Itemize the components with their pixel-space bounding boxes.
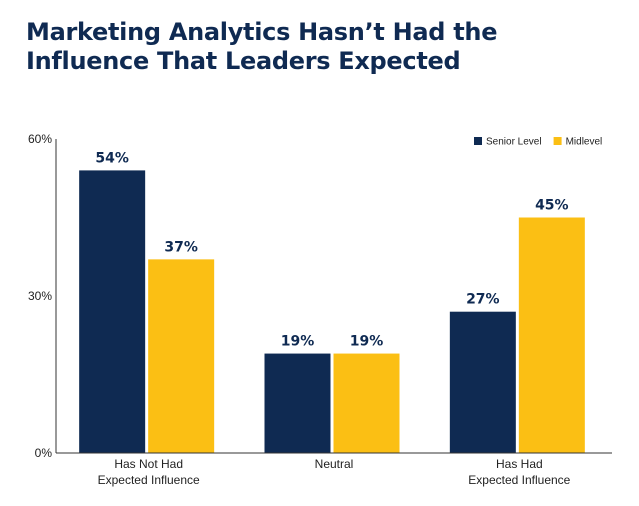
x-category-label: Has Not Had Expected Influence <box>98 457 200 487</box>
x-category-label: Neutral <box>315 457 354 471</box>
bar <box>518 217 585 453</box>
data-label: 54% <box>95 150 129 166</box>
legend-label: Midlevel <box>566 137 603 148</box>
y-tick-label: 30% <box>28 289 52 303</box>
chart-title: Marketing Analytics Hasn’t Had the Influ… <box>26 18 498 75</box>
y-tick-label: 0% <box>35 446 53 460</box>
x-category-label-line: Expected Influence <box>98 473 200 487</box>
data-label: 19% <box>281 334 315 350</box>
bars <box>79 170 585 453</box>
x-category-label-line: Neutral <box>315 457 354 471</box>
bar <box>264 353 331 453</box>
bar <box>148 259 215 453</box>
y-axis: 0% 30% 60% <box>28 132 57 460</box>
legend-swatch <box>553 137 562 145</box>
data-label: 45% <box>535 198 569 214</box>
data-label: 27% <box>466 292 500 308</box>
data-label: 19% <box>350 334 384 350</box>
data-labels: 54% 37% 19% 19% 27% 45% <box>95 150 568 349</box>
y-tick-label: 60% <box>28 132 52 146</box>
x-category-label-line: Has Had <box>496 457 543 471</box>
x-category-label-line: Expected Influence <box>468 473 570 487</box>
legend: Senior Level Midlevel <box>474 137 602 148</box>
data-label: 37% <box>164 239 198 255</box>
bar <box>449 311 516 453</box>
legend-swatch <box>474 137 482 145</box>
bar <box>333 353 400 453</box>
x-axis: Has Not Had Expected Influence Neutral Has … <box>56 452 612 487</box>
x-category-label: Has Had Expected Influence <box>468 457 570 487</box>
x-category-label-line: Has Not Had <box>114 457 183 471</box>
legend-label: Senior Level <box>486 137 542 148</box>
bar <box>79 170 146 453</box>
